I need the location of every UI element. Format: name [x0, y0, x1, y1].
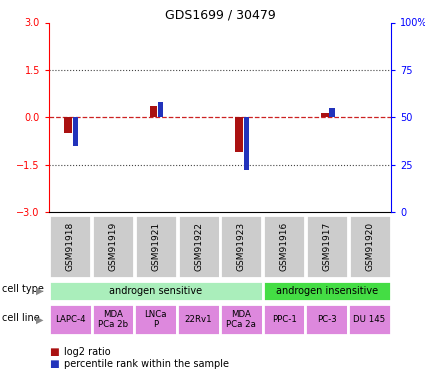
Text: GSM91922: GSM91922	[194, 222, 203, 271]
Bar	[159, 102, 164, 117]
Text: ▶: ▶	[36, 286, 43, 296]
Bar	[177, 304, 220, 335]
Text: GSM91921: GSM91921	[151, 222, 160, 271]
Text: PPC-1: PPC-1	[272, 315, 297, 324]
Text: GSM91920: GSM91920	[365, 222, 374, 271]
Bar	[263, 215, 305, 278]
Bar	[64, 117, 72, 133]
Text: log2 ratio: log2 ratio	[64, 347, 110, 357]
Title: GDS1699 / 30479: GDS1699 / 30479	[164, 8, 275, 21]
Bar	[92, 215, 134, 278]
Bar	[134, 304, 177, 335]
Text: DU 145: DU 145	[354, 315, 386, 324]
Bar	[49, 304, 92, 335]
Bar	[263, 281, 391, 301]
Bar	[135, 215, 177, 278]
Bar	[263, 304, 306, 335]
Text: cell line: cell line	[2, 313, 40, 322]
Text: percentile rank within the sample: percentile rank within the sample	[64, 359, 229, 369]
Bar	[306, 304, 348, 335]
Bar	[150, 106, 158, 117]
Text: androgen sensitive: androgen sensitive	[109, 286, 202, 296]
Text: ■: ■	[49, 347, 59, 357]
Text: GSM91917: GSM91917	[322, 222, 332, 271]
Text: 22Rv1: 22Rv1	[185, 315, 212, 324]
Bar	[348, 215, 391, 278]
Text: LNCa
P: LNCa P	[144, 310, 167, 329]
Bar	[329, 108, 334, 117]
Text: GSM91919: GSM91919	[108, 222, 118, 271]
Bar	[73, 117, 78, 146]
Bar	[306, 215, 348, 278]
Text: GSM91916: GSM91916	[280, 222, 289, 271]
Text: LAPC-4: LAPC-4	[55, 315, 85, 324]
Text: GSM91918: GSM91918	[66, 222, 75, 271]
Bar	[321, 113, 329, 117]
Text: MDA
PCa 2b: MDA PCa 2b	[98, 310, 128, 329]
Bar	[221, 215, 262, 278]
Bar	[244, 117, 249, 170]
Bar	[348, 304, 391, 335]
Text: androgen insensitive: androgen insensitive	[276, 286, 378, 296]
Text: ■: ■	[49, 359, 59, 369]
Bar	[92, 304, 134, 335]
Bar	[178, 215, 219, 278]
Text: cell type: cell type	[2, 284, 44, 294]
Bar	[49, 281, 263, 301]
Bar	[49, 215, 91, 278]
Bar	[235, 117, 243, 152]
Text: MDA
PCa 2a: MDA PCa 2a	[227, 310, 256, 329]
Text: ▶: ▶	[36, 315, 43, 324]
Text: GSM91923: GSM91923	[237, 222, 246, 271]
Text: PC-3: PC-3	[317, 315, 337, 324]
Bar	[220, 304, 263, 335]
